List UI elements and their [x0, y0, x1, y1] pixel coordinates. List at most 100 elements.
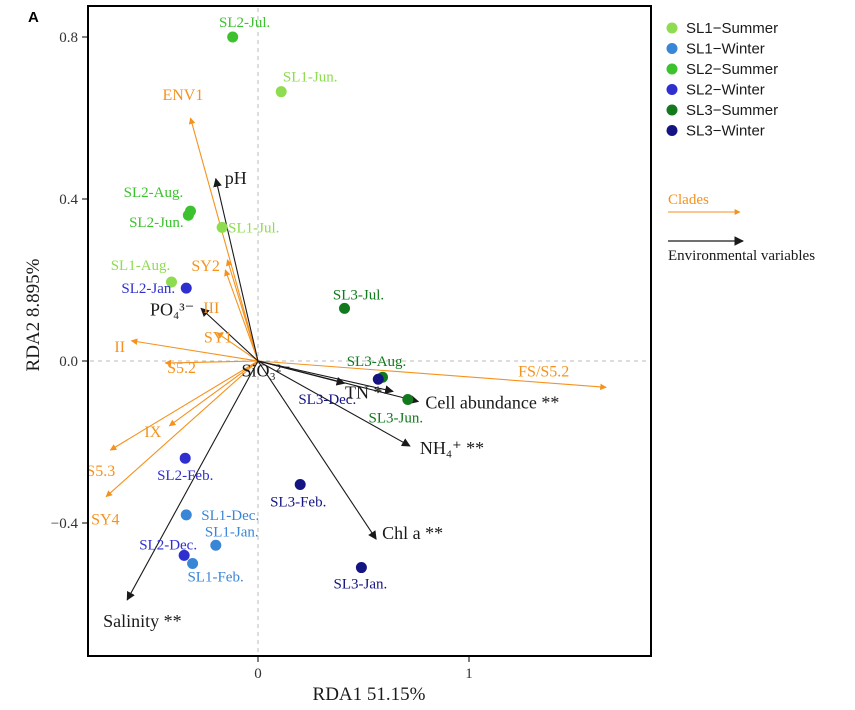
y-axis-title: RDA2 8.895% — [23, 258, 44, 371]
legend-label: SL2−Summer — [686, 61, 778, 78]
environment-arrow — [257, 360, 411, 447]
sample-label: SL3-Jan. — [334, 577, 388, 593]
environment-arrow — [257, 360, 420, 404]
arrow-labels: ENV1 SY2 III SY1 II S5.2 S5.3 IX SY4 FS/S5.2 pH PO₄… — [86, 87, 569, 631]
environment-arrow — [213, 177, 259, 362]
clade-arrows — [105, 117, 607, 498]
clade-arrow — [224, 269, 259, 362]
sample-labels: SL2-Jul. SL1-Jun. SL2-Aug. SL2-Jun. SL1-Jul.… — [111, 15, 423, 593]
legend: SL1−Summer SL1−Winter SL2−Summer SL2−Winter… — [666, 20, 778, 140]
clade-arrow — [216, 332, 259, 362]
sample-label: SL1-Feb. — [187, 570, 243, 586]
clade-label: FS/S5.2 — [518, 363, 569, 380]
y-tick-label: −0.4 — [51, 516, 79, 532]
sample-point — [182, 209, 194, 221]
plot-frame — [87, 5, 652, 657]
environment-arrow — [257, 360, 377, 540]
legend-label: SL3−Winter — [686, 123, 765, 140]
sample-label: SL3-Dec. — [298, 392, 356, 408]
clade-arrow — [188, 117, 259, 362]
sample-label: SL1-Aug. — [111, 258, 171, 274]
sample-label: SL3-Aug. — [347, 354, 407, 370]
panel-label: A — [28, 9, 39, 26]
legend-swatch — [666, 43, 678, 54]
environment-arrow — [126, 360, 259, 601]
sample-point — [216, 221, 228, 233]
sample-point — [355, 562, 367, 574]
environment-label: Salinity ** — [103, 611, 182, 631]
clade-arrow — [105, 360, 259, 498]
sample-point — [178, 549, 190, 561]
sample-point — [275, 86, 287, 98]
clade-label: SY1 — [204, 330, 232, 347]
y-tick-label: 0.0 — [59, 354, 78, 370]
clade-label: II — [114, 339, 125, 356]
y-tick-label: 0.8 — [59, 30, 78, 46]
sample-point — [180, 282, 192, 294]
environment-label: PO₄³⁻ — [150, 299, 194, 319]
sample-label: SL2-Dec. — [139, 537, 197, 553]
environment-arrows — [126, 177, 420, 601]
clade-arrow — [164, 359, 259, 367]
clade-label: SY4 — [91, 512, 119, 529]
legend-swatch — [666, 84, 678, 95]
axes: −0.4 0.0 0.4 0.8 0 1 — [51, 30, 473, 682]
clade-label: SY2 — [191, 258, 219, 275]
environment-label: Cell abundance ** — [425, 393, 559, 413]
sample-points — [165, 31, 414, 574]
legend-swatch — [666, 104, 678, 116]
environment-label: NH₄⁺ ** — [420, 438, 484, 458]
clade-arrow — [109, 360, 259, 451]
sample-label: SL3-Jun. — [369, 410, 424, 426]
environment-label: pH — [225, 168, 247, 188]
clade-label: S5.3 — [86, 463, 115, 480]
clade-arrow — [257, 360, 607, 391]
sample-label: SL2-Feb. — [157, 468, 213, 484]
sample-point — [402, 393, 414, 405]
x-axis-title: RDA1 51.15% — [313, 684, 426, 705]
legend-swatch — [666, 63, 678, 75]
clade-label: S5.2 — [167, 360, 196, 377]
clade-label: III — [203, 300, 219, 317]
environment-arrow — [257, 360, 394, 394]
zero-lines — [90, 8, 649, 654]
clade-arrow — [168, 360, 259, 427]
environment-arrow — [200, 307, 259, 362]
legend-swatch — [666, 125, 678, 136]
sample-point — [339, 302, 351, 314]
sample-label: SL1-Dec. — [201, 508, 259, 524]
clade-label: IX — [144, 424, 161, 441]
arrow-legend: Clades Environmental variables — [668, 192, 815, 264]
legend-label: SL1−Winter — [686, 41, 765, 58]
sample-label: SL1-Jan. — [205, 524, 259, 540]
y-tick-label: 0.4 — [59, 192, 78, 208]
clade-label: ENV1 — [162, 87, 203, 104]
x-tick-label: 0 — [254, 666, 262, 682]
sample-point — [180, 509, 192, 521]
environment-label: TN * — [345, 382, 383, 402]
sample-label: SL2-Jul. — [219, 15, 270, 31]
clade-arrow — [130, 338, 259, 362]
clades-legend-label: Clades — [668, 192, 709, 208]
environment-legend-label: Environmental variables — [668, 248, 815, 264]
sample-label: SL2-Jun. — [129, 215, 184, 231]
legend-label: SL2−Winter — [686, 82, 765, 99]
sample-label: SL3-Feb. — [270, 495, 326, 511]
sample-label: SL1-Jul. — [228, 220, 279, 236]
sample-point — [187, 558, 199, 569]
legend-label: SL3−Summer — [686, 102, 778, 119]
sample-label: SL1-Jun. — [283, 70, 338, 86]
sample-point — [227, 31, 239, 43]
legend-label: SL1−Summer — [686, 20, 778, 37]
sample-label: SL2-Aug. — [124, 185, 184, 201]
clade-arrow — [225, 259, 259, 362]
environment-label: Chl a ** — [382, 523, 443, 543]
environment-label: SiO₃²⁻ — [242, 360, 291, 380]
sample-label: SL2-Jan. — [121, 281, 175, 297]
sample-point — [179, 452, 191, 464]
sample-point — [294, 479, 306, 491]
x-tick-label: 1 — [465, 666, 473, 682]
sample-label: SL3-Jul. — [333, 287, 384, 303]
sample-point — [372, 373, 384, 385]
